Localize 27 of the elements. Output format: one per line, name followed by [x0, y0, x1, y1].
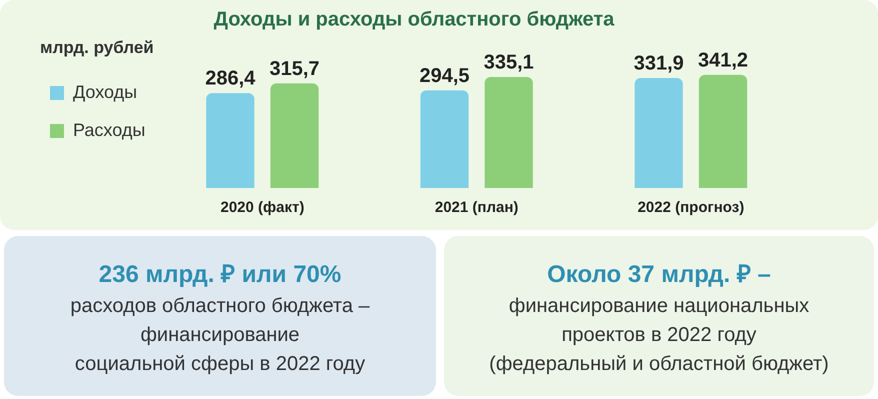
bar [206, 93, 254, 188]
bar [484, 76, 533, 188]
text: финансирование национальных [508, 295, 810, 318]
text: (федеральный и областной бюджет) [488, 353, 830, 376]
data-label: 286,4 [205, 68, 256, 90]
data-label: 335,1 [484, 51, 534, 74]
bar [420, 90, 469, 188]
x-tick-label: 2021 (план) [434, 199, 518, 216]
legend-label: Доходы [73, 82, 138, 102]
text: Около 37 млрд. ₽ – [546, 260, 772, 289]
data-label: 315,7 [270, 58, 320, 80]
text: финансирование [139, 324, 301, 347]
x-tick-label: 2022 (прогноз) [638, 199, 744, 216]
data-label: 331,9 [634, 52, 684, 75]
text: расходов областного бюджета – [69, 295, 371, 318]
text: социальной сферы в 2022 году [74, 353, 366, 376]
bar [634, 78, 683, 188]
x-tick-label: 2020 (факт) [220, 199, 304, 216]
bar [698, 74, 748, 188]
legend-label: Расходы [73, 120, 146, 140]
data-label: 294,5 [419, 64, 470, 87]
text: проектов в 2022 году [560, 324, 758, 347]
chart-title: Доходы и расходы областного бюджета [214, 8, 616, 31]
bar [270, 83, 319, 188]
data-label: 341,2 [698, 49, 748, 72]
text: 236 млрд. ₽ или 70% [98, 260, 342, 289]
y-axis-title: млрд. рублей [40, 38, 154, 58]
